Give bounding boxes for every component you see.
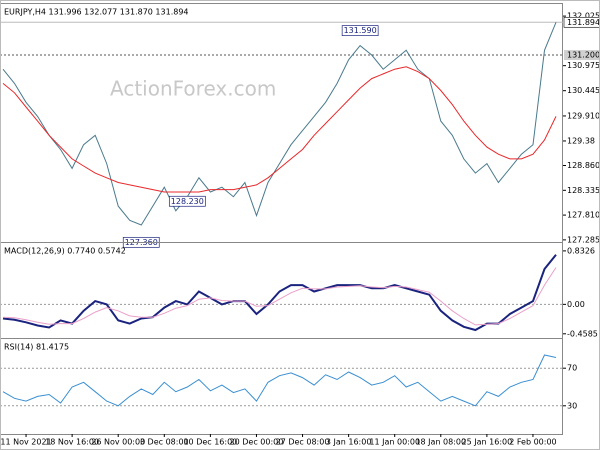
y-tick-label: 129.910	[567, 111, 600, 120]
annotation-box	[168, 195, 206, 207]
price-level-box	[564, 50, 600, 61]
series-line	[2, 22, 557, 226]
last-price-label: 131.894	[567, 18, 600, 27]
y-tick-label: 70	[567, 364, 577, 373]
x-tick-label: 2 Feb 00:00	[509, 438, 556, 447]
series-line	[2, 354, 557, 407]
y-tick-label: 128.335	[567, 186, 600, 195]
y-tick-label: 0.00	[567, 300, 585, 309]
y-tick-label: 127.810	[567, 211, 600, 220]
annotation-label: 131.590	[344, 26, 377, 35]
annotation-label: 128.230	[171, 197, 204, 206]
series-line	[2, 66, 557, 193]
x-tick-label: 27 Dec 08:00	[276, 438, 330, 447]
pane-title: MACD(12,26,9) 0.7740 0.5742	[4, 247, 126, 256]
x-tick-label: 20 Dec 00:00	[230, 438, 284, 447]
pane-frame	[0, 338, 563, 435]
last-price-box	[563, 16, 600, 28]
x-tick-label: 3 Dec 08:00	[140, 438, 189, 447]
series-line	[2, 254, 557, 332]
x-tick-label: 25 Jan 16:00	[462, 438, 513, 447]
x-tick-label: 18 Jan 08:00	[415, 438, 466, 447]
y-tick-label: 0.8326	[567, 246, 595, 255]
y-tick-label: 132.025	[567, 12, 600, 21]
y-tick-label: 128.860	[567, 161, 600, 170]
x-tick-label: 11 Nov 2021	[0, 438, 51, 447]
y-tick-label: -0.4585	[567, 329, 598, 338]
series-line	[2, 267, 557, 326]
x-tick-label: 18 Nov 16:00	[45, 438, 99, 447]
pane-title: RSI(14) 81.4175	[4, 343, 69, 352]
y-tick-label: 30	[567, 401, 577, 410]
x-tick-label: 10 Dec 16:00	[183, 438, 237, 447]
pane-frame	[0, 3, 563, 243]
y-tick-label: 129.38	[567, 136, 595, 145]
x-tick-label: 3 Jan 16:00	[326, 438, 372, 447]
x-tick-label: 11 Jan 00:00	[369, 438, 420, 447]
x-tick-label: 26 Nov 00:00	[91, 438, 145, 447]
y-tick-label: 130.975	[567, 61, 600, 70]
annotation-box	[341, 25, 379, 36]
y-tick-label: 130.445	[567, 86, 600, 95]
watermark: ActionForex.com	[110, 77, 276, 101]
pane-title: EURJPY,H4 131.996 132.077 131.870 131.89…	[4, 8, 189, 17]
price-level-label: 131.200	[567, 51, 600, 60]
y-tick-label: 127.285	[567, 235, 600, 244]
